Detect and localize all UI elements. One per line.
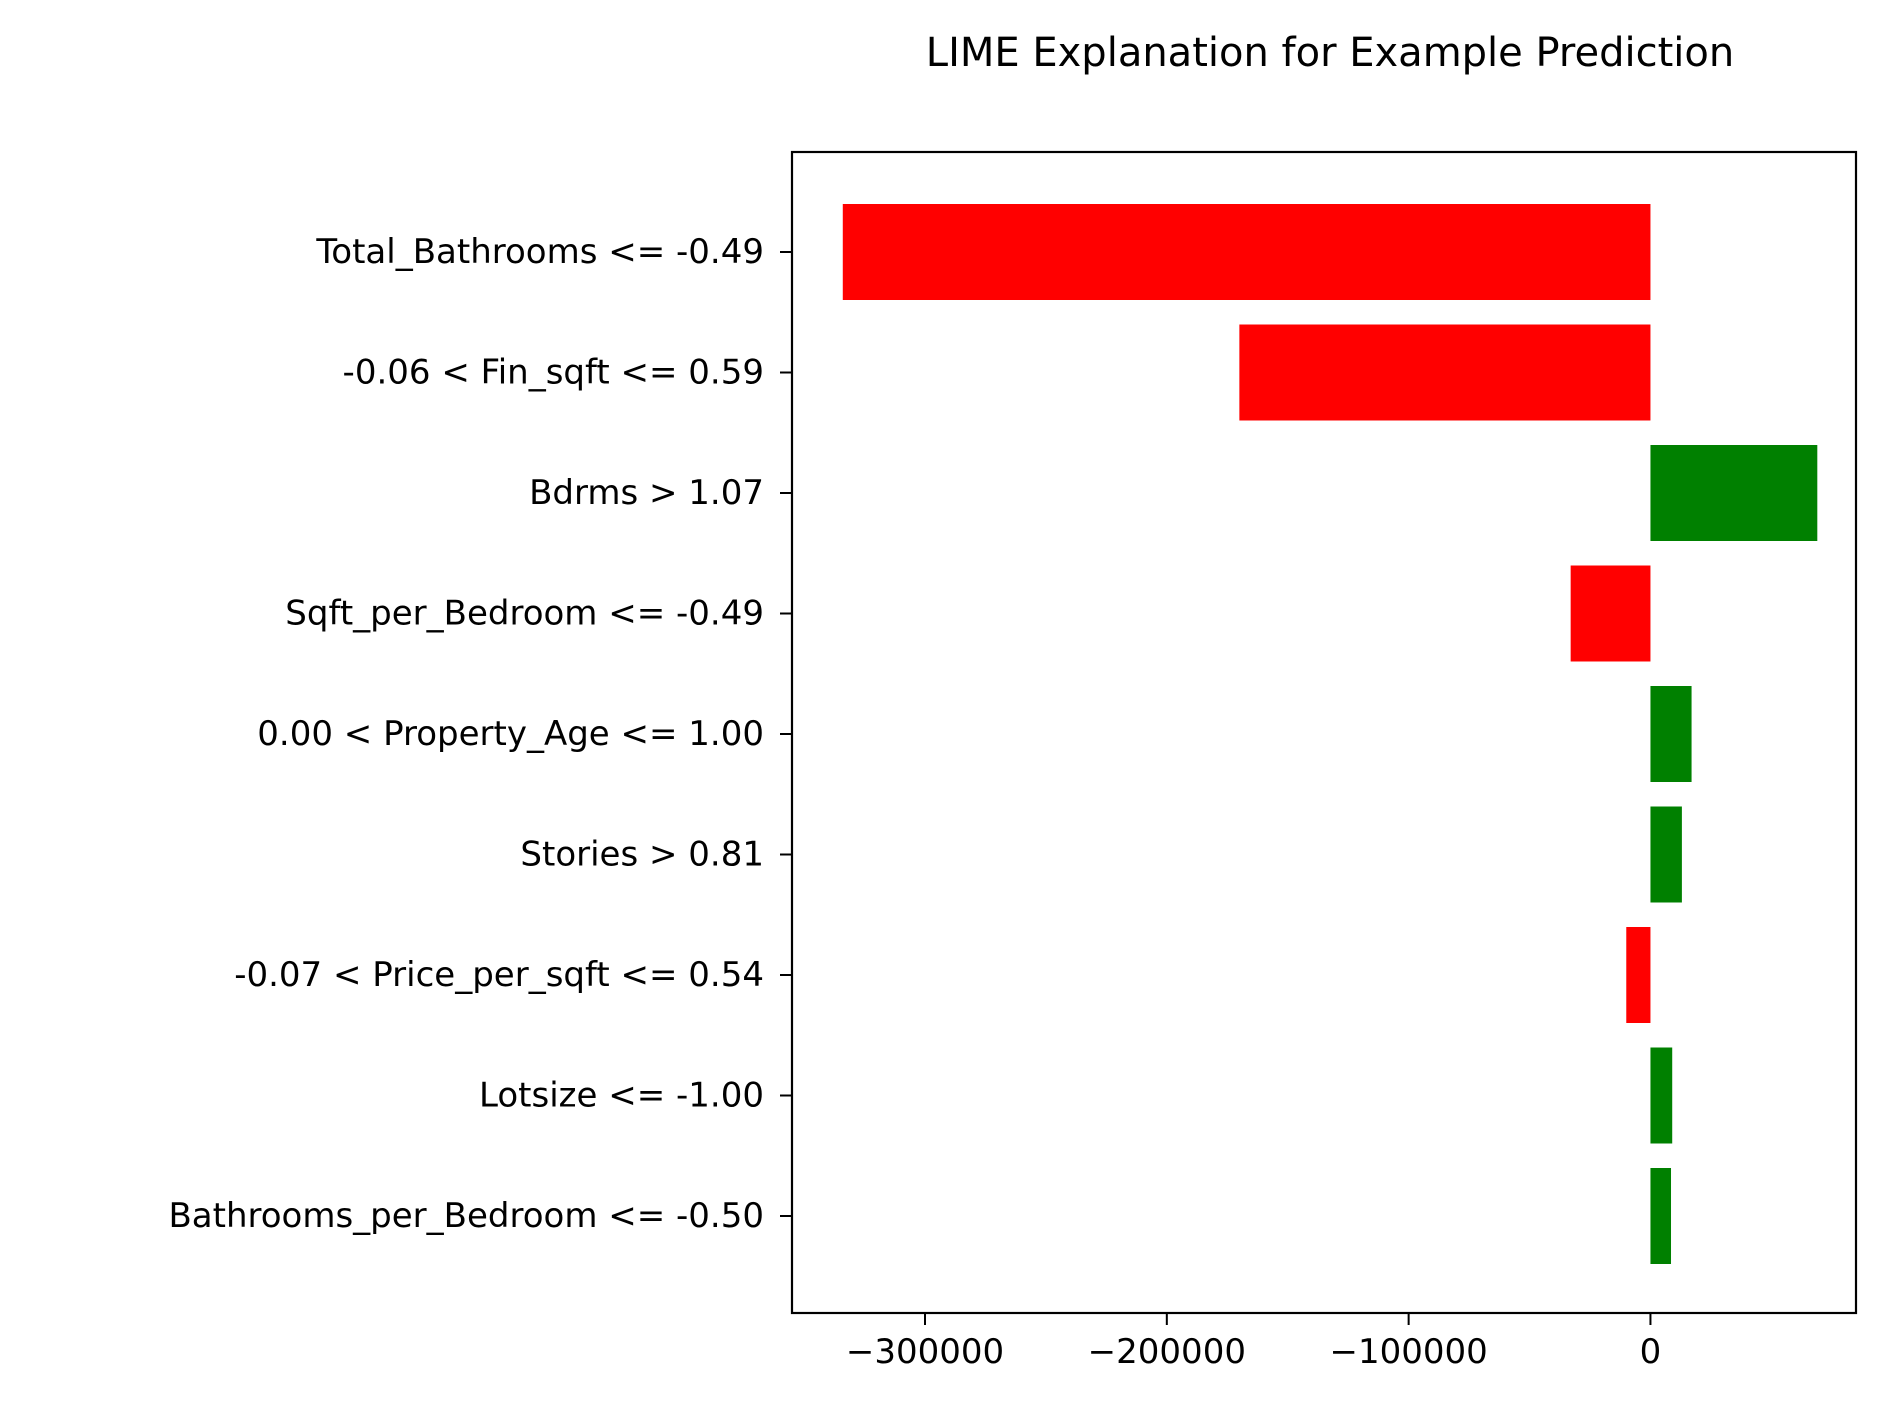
x-tick-label-0: −300000	[846, 1332, 1004, 1372]
bar-7	[1650, 1047, 1673, 1144]
bar-8	[1650, 1168, 1672, 1264]
y-tick-label-1: -0.06 < Fin_sqft <= 0.59	[343, 353, 764, 393]
bar-6	[1626, 927, 1651, 1023]
bar-1	[1239, 324, 1651, 421]
bar-3	[1570, 565, 1651, 662]
y-tick-label-6: -0.07 < Price_per_sqft <= 0.54	[234, 955, 764, 995]
bar-2	[1650, 445, 1818, 541]
y-tick-label-5: Stories > 0.81	[520, 835, 764, 875]
x-tick-label-3: 0	[1640, 1332, 1662, 1372]
chart-title: LIME Explanation for Example Prediction	[926, 30, 1734, 76]
bars-layer	[842, 204, 1818, 1264]
y-tick-label-3: Sqft_per_Bedroom <= -0.49	[285, 594, 764, 634]
y-axis: Total_Bathrooms <= -0.49 -0.06 < Fin_sqft…	[168, 232, 792, 1236]
x-tick-label-1: −200000	[1088, 1332, 1246, 1372]
bar-4	[1650, 686, 1692, 782]
y-tick-label-7: Lotsize <= -1.00	[479, 1076, 764, 1116]
plot-frame	[790, 150, 1858, 1315]
y-tick-label-8: Bathrooms_per_Bedroom <= -0.50	[168, 1196, 764, 1236]
x-axis: −300000 −200000 −100000 0	[846, 1313, 1661, 1372]
y-tick-label-4: 0.00 < Property_Age <= 1.00	[257, 714, 764, 754]
y-tick-label-0: Total_Bathrooms <= -0.49	[315, 232, 764, 272]
y-tick-label-2: Bdrms > 1.07	[529, 473, 764, 513]
bar-0	[842, 204, 1651, 300]
x-tick-label-2: −100000	[1329, 1332, 1487, 1372]
bar-5	[1650, 806, 1682, 903]
